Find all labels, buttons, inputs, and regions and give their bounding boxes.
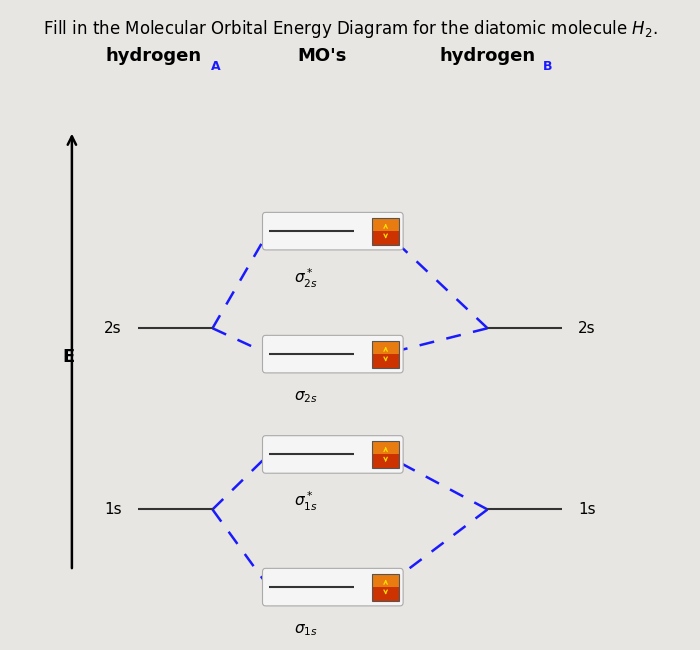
- Bar: [372, 231, 399, 245]
- Bar: [372, 354, 399, 368]
- Bar: [372, 218, 399, 231]
- Bar: [372, 573, 399, 601]
- Bar: [372, 441, 399, 454]
- Text: 1s: 1s: [104, 502, 122, 517]
- FancyBboxPatch shape: [262, 436, 403, 473]
- Bar: [372, 587, 399, 601]
- Text: hydrogen: hydrogen: [105, 47, 201, 66]
- Text: $\sigma_{1s}$: $\sigma_{1s}$: [294, 623, 318, 638]
- FancyBboxPatch shape: [262, 213, 403, 250]
- Text: Fill in the Molecular Orbital Energy Diagram for the diatomic molecule $H_2$.: Fill in the Molecular Orbital Energy Dia…: [43, 18, 657, 40]
- FancyBboxPatch shape: [262, 335, 403, 373]
- Text: 2s: 2s: [104, 320, 122, 336]
- Text: $\sigma^*_{1s}$: $\sigma^*_{1s}$: [294, 490, 318, 514]
- Text: 2s: 2s: [578, 320, 596, 336]
- Text: hydrogen: hydrogen: [440, 47, 536, 66]
- Text: B: B: [542, 60, 552, 73]
- FancyBboxPatch shape: [262, 568, 403, 606]
- Text: E: E: [62, 348, 75, 367]
- Text: A: A: [211, 60, 220, 73]
- Text: 1s: 1s: [578, 502, 596, 517]
- Text: $\sigma_{2s}$: $\sigma_{2s}$: [294, 390, 318, 406]
- Bar: [372, 341, 399, 368]
- Bar: [372, 454, 399, 468]
- Text: $\sigma^*_{2s}$: $\sigma^*_{2s}$: [294, 266, 318, 290]
- Bar: [372, 341, 399, 354]
- Bar: [372, 441, 399, 468]
- Text: MO's: MO's: [298, 47, 346, 66]
- Bar: [372, 218, 399, 245]
- Bar: [372, 573, 399, 587]
